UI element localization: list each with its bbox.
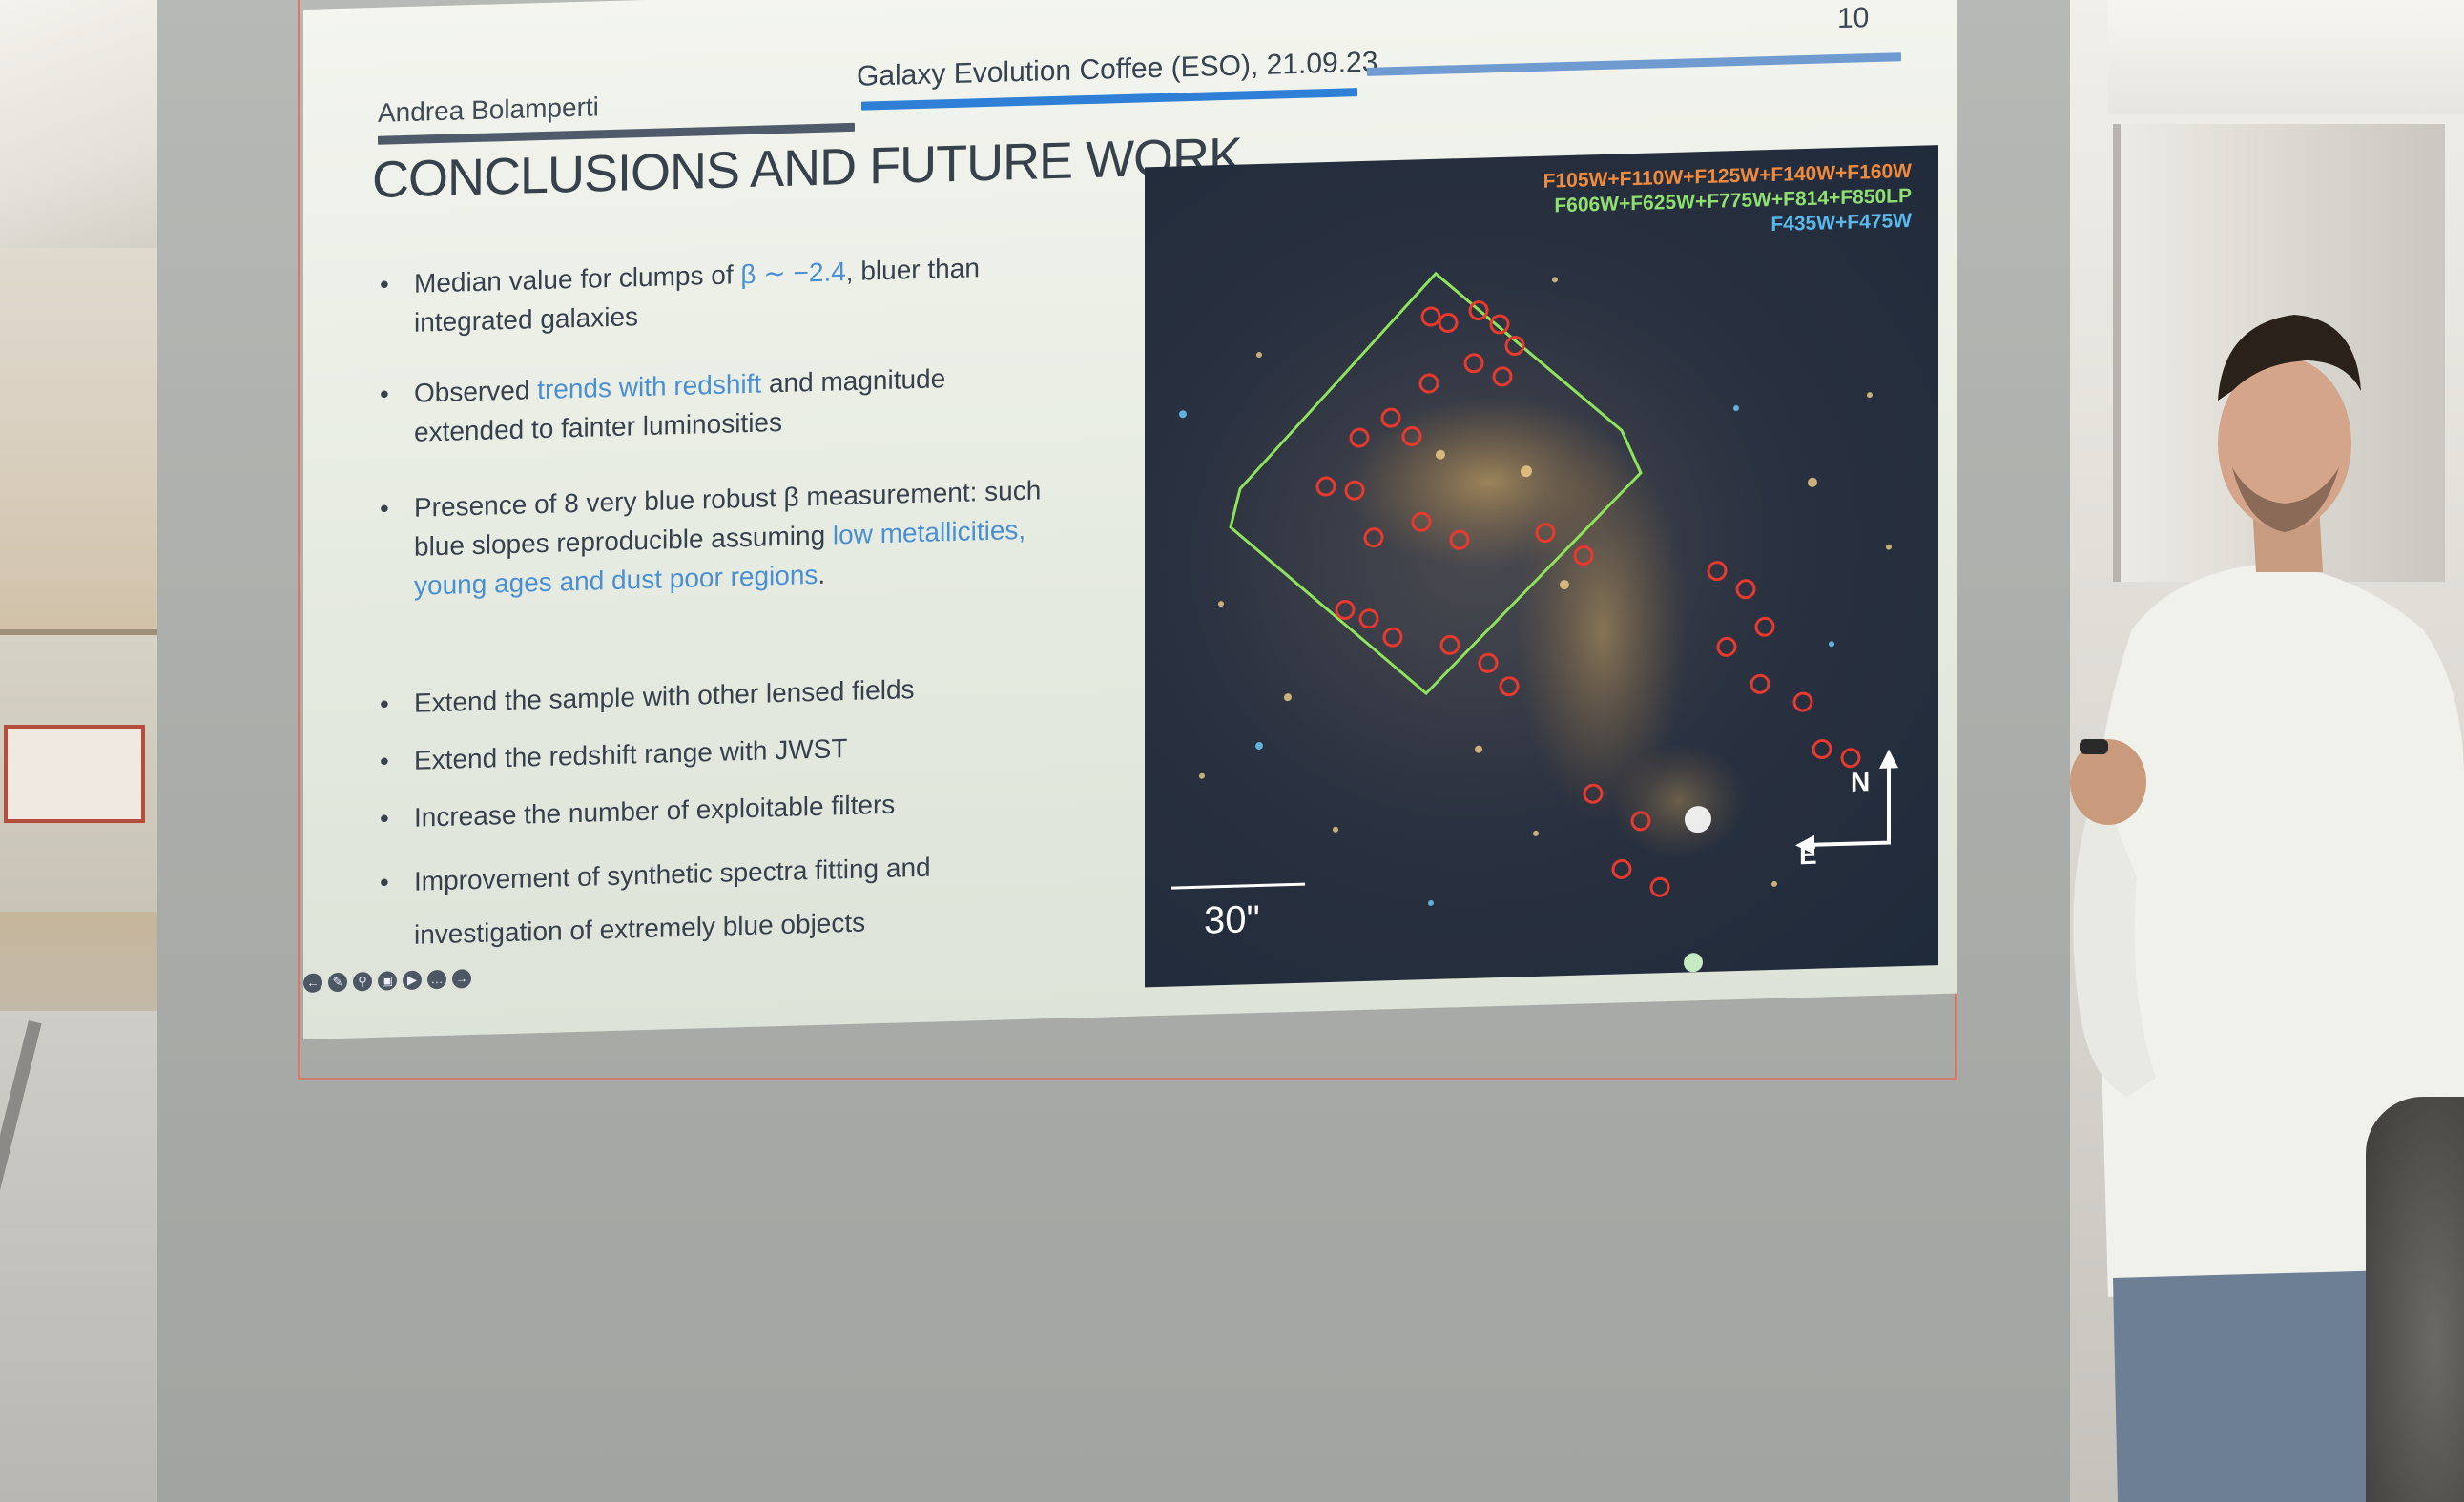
compass-arrowhead-e [1795, 834, 1814, 854]
presenter-face [2218, 358, 2351, 529]
zoom-icon[interactable]: ⚲ [353, 971, 372, 992]
presenter [2070, 315, 2464, 1502]
presenter-hand [2070, 739, 2146, 825]
bullet-dot: • [380, 689, 389, 719]
slide-event: Galaxy Evolution Coffee (ESO), 21.09.23 [857, 46, 1378, 93]
list-item: • Presence of 8 very blue robust β measu… [380, 470, 1066, 600]
stair-railing [0, 1011, 172, 1502]
presenter-hair [2218, 315, 2361, 401]
notice-board [4, 725, 145, 823]
bullet-text: Median value for clumps of β ∼ −2.4, blu… [414, 253, 980, 338]
clump-markers [1315, 300, 1861, 897]
video-icon[interactable]: ▶ [403, 970, 422, 991]
forward-icon[interactable]: → [452, 969, 471, 989]
bullet-dot: • [380, 867, 389, 897]
list-item: • Observed trends with redshift and magn… [380, 356, 1066, 447]
right-ceiling [2108, 0, 2464, 114]
list-item: • Improvement of synthetic spectra fitti… [380, 837, 1066, 950]
slide-page-number: 10 [1837, 2, 1870, 35]
list-item: • Median value for clumps of β ∼ −2.4, b… [380, 246, 1066, 338]
presenter-beard [2232, 467, 2339, 532]
bullet-dot: • [380, 493, 389, 524]
hubble-cluster-image: F105W+F110W+F125W+F140W+F160W F606W+F625… [1145, 145, 1938, 988]
bullet-list: • Median value for clumps of β ∼ −2.4, b… [380, 246, 1066, 950]
list-item: • Extend the sample with other lensed fi… [380, 666, 1066, 719]
bullet-text: Improvement of synthetic spectra fitting… [414, 852, 931, 950]
intracluster-light [1517, 440, 1688, 822]
field-galaxies-blue [1179, 405, 1834, 906]
compass-east-label: E [1799, 839, 1817, 871]
presenter-arm [2073, 782, 2156, 1097]
bright-star [1685, 806, 1711, 833]
back-icon[interactable]: ← [303, 973, 322, 993]
compass-arrows [1803, 756, 1891, 848]
bullet-dot: • [380, 379, 389, 409]
observed-region-outline [1229, 271, 1643, 696]
pen-icon[interactable]: ✎ [328, 972, 347, 993]
field-galaxies [1199, 277, 1892, 887]
bullet-text: Presence of 8 very blue robust β measure… [414, 475, 1042, 601]
header-bar-right [1367, 52, 1901, 76]
list-item: • Increase the number of exploitable fil… [380, 780, 1066, 833]
bullet-text: Increase the number of exploitable filte… [414, 789, 896, 833]
bullet-text: Observed trends with redshift and magnit… [414, 363, 946, 447]
bullet-dot: • [380, 269, 389, 299]
bullet-text: Extend the sample with other lensed fiel… [414, 674, 915, 718]
cluster-field-svg [1179, 271, 1898, 973]
filter-legend: F105W+F110W+F125W+F140W+F160W F606W+F625… [1543, 159, 1912, 244]
bullet-dot: • [380, 803, 389, 833]
captions-icon[interactable]: ▣ [378, 971, 397, 991]
presentation-slide: 10 Andrea Bolamperti Galaxy Evolution Co… [303, 0, 1957, 1040]
bullet-text: Extend the redshift range with JWST [414, 733, 848, 775]
list-item: • Extend the redshift range with JWST [380, 723, 1066, 776]
bright-star [1684, 953, 1703, 973]
compass-north-label: N [1851, 767, 1871, 797]
slide-toolbar: ← ✎ ⚲ ▣ ▶ … → [303, 966, 471, 996]
bullet-dot: • [380, 746, 389, 776]
more-icon[interactable]: … [427, 969, 446, 990]
header-bar-event [861, 88, 1357, 111]
scale-label: 30" [1204, 897, 1260, 942]
audience-hair-foreground [2366, 1097, 2464, 1502]
slide-author: Andrea Bolamperti [378, 92, 599, 128]
compass-arrowhead-n [1879, 749, 1898, 769]
presenter-shirt [2093, 563, 2464, 1297]
laser-pointer [2080, 739, 2108, 754]
